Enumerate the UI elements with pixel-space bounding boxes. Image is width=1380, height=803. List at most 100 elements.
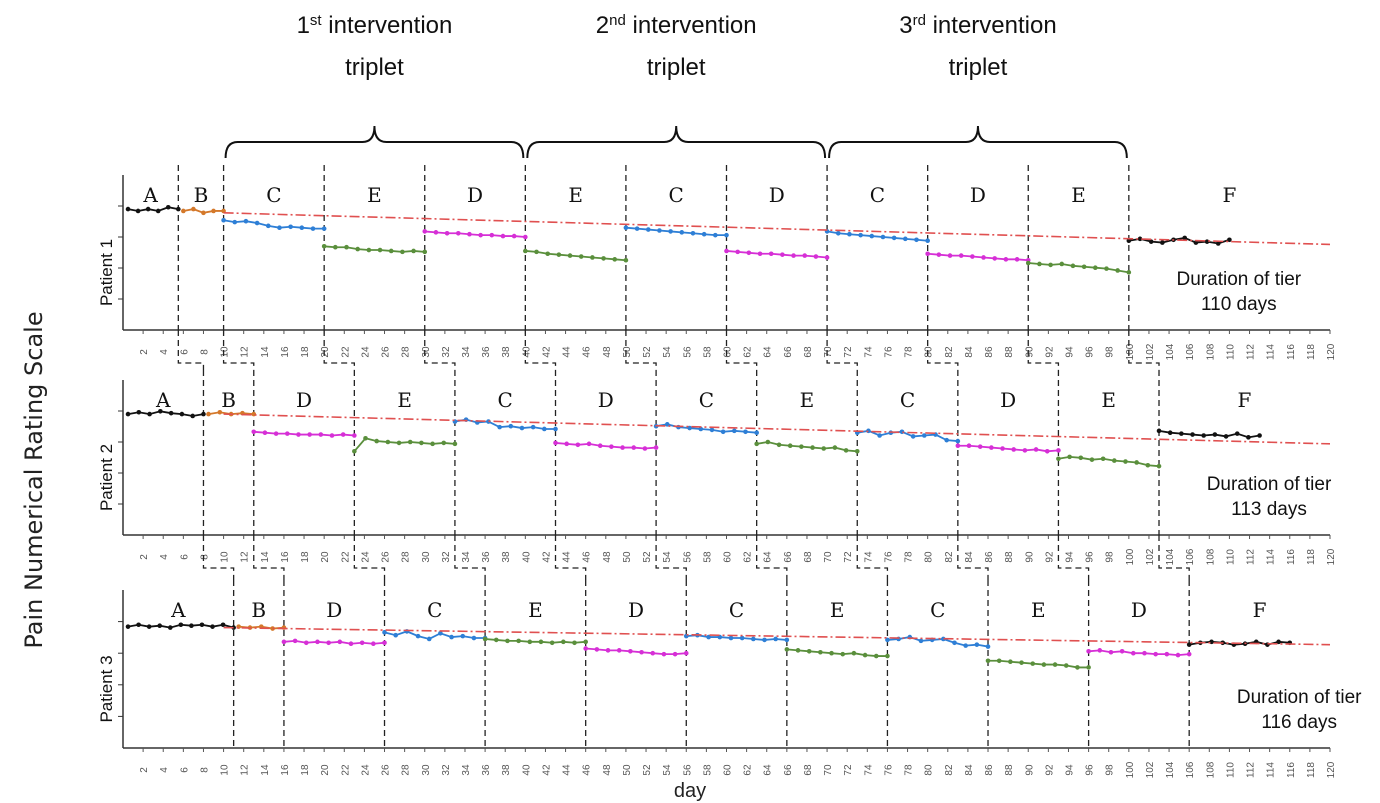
data-point <box>189 623 194 629</box>
series-line-C <box>223 219 325 230</box>
data-point <box>1019 660 1024 665</box>
x-tick-label: 32 <box>441 764 452 776</box>
data-point <box>947 253 953 258</box>
x-tick-label: 28 <box>401 346 412 358</box>
x-tick-label: 38 <box>501 551 512 563</box>
data-point <box>1175 652 1181 658</box>
data-point <box>523 248 528 254</box>
data-point <box>936 252 942 257</box>
data-point <box>251 429 257 435</box>
data-point <box>653 445 659 450</box>
data-point <box>220 622 226 628</box>
data-point <box>751 636 756 642</box>
phase-label-F: F <box>1238 388 1252 412</box>
x-tick-label: 102 <box>1145 548 1156 565</box>
x-tick-label: 96 <box>1085 551 1096 563</box>
x-tick-label: 92 <box>1044 551 1055 563</box>
x-tick-label: 20 <box>320 764 331 776</box>
x-tick-label: 70 <box>823 551 834 563</box>
data-point <box>385 439 391 445</box>
data-point <box>455 230 461 236</box>
x-tick-label: 68 <box>803 346 814 358</box>
series-line-E <box>756 441 858 453</box>
data-point <box>776 442 782 448</box>
x-tick-label: 114 <box>1266 344 1277 360</box>
phase-label-B: B <box>221 388 236 412</box>
data-point <box>739 635 745 641</box>
series-line-D <box>585 647 687 656</box>
data-point <box>519 425 525 431</box>
x-tick-label: 56 <box>682 551 693 563</box>
data-point <box>1008 659 1013 665</box>
x-tick-label: 82 <box>944 764 955 776</box>
data-point <box>329 433 335 438</box>
data-point <box>628 649 633 654</box>
x-tick-label: 8 <box>199 349 210 355</box>
data-point <box>1257 433 1262 438</box>
data-point <box>1112 458 1117 463</box>
data-point <box>1160 240 1165 245</box>
data-point <box>720 429 726 435</box>
x-tick-label: 120 <box>1326 343 1337 360</box>
data-point <box>553 440 558 446</box>
data-point <box>419 440 424 446</box>
data-point <box>321 244 327 249</box>
series-line-C <box>686 634 787 641</box>
series-line-C <box>857 429 958 442</box>
x-tick-label: 116 <box>1286 762 1297 778</box>
x-tick-label: 100 <box>1125 343 1136 360</box>
x-tick-label: 20 <box>320 346 331 358</box>
series-line-D <box>957 444 1059 453</box>
data-point <box>497 424 502 430</box>
data-point <box>1223 434 1229 439</box>
data-point <box>199 622 205 628</box>
data-point <box>590 255 595 260</box>
data-point <box>415 633 421 639</box>
x-tick-label: 70 <box>823 764 834 776</box>
data-point <box>821 446 827 451</box>
x-tick-label: 78 <box>904 764 915 776</box>
x-tick-label: 40 <box>521 346 532 358</box>
x-tick-label: 18 <box>300 346 311 358</box>
data-point <box>136 409 142 415</box>
data-point <box>125 411 131 417</box>
x-tick-label: 44 <box>562 551 573 563</box>
data-point <box>668 229 673 234</box>
data-point <box>1145 462 1151 468</box>
x-tick-label: 84 <box>964 551 975 563</box>
data-point <box>178 622 184 628</box>
x-tick-label: 34 <box>461 551 472 563</box>
data-point <box>1227 237 1232 243</box>
data-point <box>210 624 215 629</box>
data-point <box>672 651 678 657</box>
data-point <box>135 208 141 214</box>
x-tick-label: 110 <box>1225 344 1236 360</box>
data-point <box>377 247 383 253</box>
data-point <box>211 208 216 214</box>
x-tick-label: 90 <box>1024 346 1035 358</box>
data-point <box>1115 268 1120 273</box>
x-tick-label: 14 <box>260 551 271 563</box>
x-tick-label: 86 <box>984 551 995 563</box>
data-point <box>780 252 785 257</box>
series-line-C <box>454 418 556 430</box>
phase-label-D: D <box>1000 388 1016 412</box>
x-tick-label: 118 <box>1306 762 1317 778</box>
duration-label: Duration of tier <box>1177 269 1302 290</box>
data-point <box>1033 447 1039 452</box>
x-tick-label: 28 <box>401 764 412 776</box>
x-tick-label: 2 <box>139 767 150 773</box>
data-point <box>903 236 908 242</box>
data-point <box>181 208 186 214</box>
intervention-brace-2 <box>526 125 827 159</box>
data-point <box>516 638 521 644</box>
data-point <box>511 233 517 239</box>
data-point <box>757 251 763 257</box>
data-point <box>206 411 211 417</box>
x-tick-label: 48 <box>602 764 613 776</box>
data-point <box>1003 257 1009 262</box>
x-tick-label: 40 <box>521 551 532 563</box>
x-tick-label: 112 <box>1246 762 1257 778</box>
patient-panel-3: 2 4 6 8 10 12 14 16 18 20 22 24 26 28 30 32 34 36 38 40 42 44… <box>97 580 1362 778</box>
y-axis-label: Pain Numerical Rating Scale <box>20 311 48 648</box>
